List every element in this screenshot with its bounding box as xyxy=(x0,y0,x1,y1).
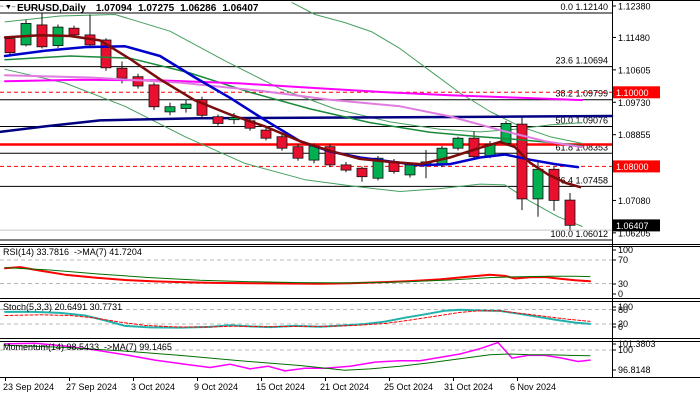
candle[interactable] xyxy=(564,199,576,226)
price-tick-label[interactable]: 1.09730 xyxy=(618,98,651,108)
ohlc-low-value: 1.06286 xyxy=(180,2,217,14)
rsi-ma-line xyxy=(4,267,591,284)
candle[interactable] xyxy=(324,146,336,166)
ma-maroon xyxy=(3,33,582,189)
price-badge xyxy=(613,86,660,99)
date-label[interactable]: 25 Oct 2024 xyxy=(384,382,433,392)
indicator-axis-label: 30 xyxy=(618,279,628,289)
date-label[interactable]: 15 Oct 2024 xyxy=(256,382,305,392)
indicator-axis-label: 101.3803 xyxy=(618,339,656,349)
candle[interactable] xyxy=(148,84,160,108)
price-badge xyxy=(613,160,660,173)
indicator-axis-label: 100 xyxy=(618,345,633,355)
ma-violet xyxy=(4,74,583,149)
date-label[interactable]: 27 Sep 2024 xyxy=(66,382,117,392)
momentum-indicator-label: Momentum(14) 98.5433 ->MA(7) 99.1465 xyxy=(3,342,172,352)
price-tick-label[interactable]: 1.10605 xyxy=(618,65,651,75)
candle[interactable] xyxy=(292,146,304,159)
band-upper xyxy=(4,14,583,133)
price-tick-label[interactable]: 1.08855 xyxy=(618,130,651,140)
indicator-axis-label: 0 xyxy=(618,289,623,299)
indicator-axis-label: 20 xyxy=(618,319,628,329)
date-label[interactable]: 31 Oct 2024 xyxy=(444,382,493,392)
chart-header: ▼ EURUSD,Daily 1.07094 1.07275 1.06286 1… xyxy=(5,2,264,14)
price-badge xyxy=(613,219,660,232)
band-left-dashed xyxy=(0,5,49,10)
indicator-axis-label: 80 xyxy=(618,305,628,315)
ma-200 xyxy=(0,114,614,134)
candle[interactable] xyxy=(548,168,560,201)
rsi-line xyxy=(4,266,591,285)
candle[interactable] xyxy=(116,67,128,79)
band-upper-outer xyxy=(291,2,583,144)
candle[interactable] xyxy=(276,136,288,149)
price-tick-label[interactable]: 1.12380 xyxy=(618,2,651,12)
candle[interactable] xyxy=(212,116,224,124)
price-badge-label: 1.10000 xyxy=(616,88,649,98)
ma-magenta xyxy=(4,78,583,102)
stoch-main-line xyxy=(4,308,591,329)
rsi-indicator-label: RSI(14) 33.7816 ->MA(7) 41.7204 xyxy=(3,247,142,257)
candle[interactable] xyxy=(196,99,208,116)
fib-label: 50.0 1.09076 xyxy=(555,116,608,126)
fib-label: 100.0 1.06012 xyxy=(550,229,608,239)
price-tick-label[interactable]: 1.07080 xyxy=(618,196,651,206)
ohlc-close-value: 1.06407 xyxy=(222,2,259,14)
ohlc-high-value: 1.07275 xyxy=(138,2,175,14)
indicator-axis-label: 100 xyxy=(618,302,633,312)
candle[interactable] xyxy=(260,129,272,139)
indicator-axis-label: 100 xyxy=(618,245,633,255)
candle[interactable] xyxy=(68,27,80,36)
candle[interactable] xyxy=(340,164,352,171)
fib-label: 23.6 1.10694 xyxy=(555,56,608,66)
candle[interactable] xyxy=(164,106,176,113)
fib-label: 0.0 1.12140 xyxy=(560,2,608,12)
candle[interactable] xyxy=(436,147,448,166)
candle[interactable] xyxy=(532,168,544,200)
candle[interactable] xyxy=(20,22,32,46)
stoch-signal-line xyxy=(4,310,591,328)
collapse-triangle-icon[interactable]: ▼ xyxy=(5,4,12,11)
indicator-axis-label: 70 xyxy=(618,255,628,265)
candle[interactable] xyxy=(100,39,112,69)
price-badge-label: 1.08000 xyxy=(616,162,649,172)
indicator-axis-label: 0 xyxy=(618,322,623,332)
symbol-timeframe-label: EURUSD,Daily xyxy=(16,2,86,14)
stoch-indicator-label: Stoch(5,3,3) 20.6491 30.7731 xyxy=(3,302,123,312)
date-label[interactable]: 9 Oct 2024 xyxy=(194,382,238,392)
candle[interactable] xyxy=(4,38,16,54)
indicator-axis-label: 96.8148 xyxy=(618,365,651,375)
candle[interactable] xyxy=(180,103,192,109)
fib-label: 76.4 1.07458 xyxy=(555,175,608,185)
ma-green xyxy=(4,55,583,147)
price-badge-label: 1.06407 xyxy=(616,221,649,231)
candle[interactable] xyxy=(356,167,368,178)
price-tick-label[interactable]: 1.06205 xyxy=(618,228,651,238)
candle[interactable] xyxy=(452,137,464,149)
price-tick-label[interactable]: 1.11480 xyxy=(618,33,650,43)
date-label[interactable]: 21 Oct 2024 xyxy=(320,382,369,392)
candle[interactable] xyxy=(516,123,528,200)
date-label[interactable]: 3 Oct 2024 xyxy=(131,382,175,392)
date-label[interactable]: 23 Sep 2024 xyxy=(3,382,54,392)
momentum-ma-line xyxy=(4,344,591,371)
candle[interactable] xyxy=(404,164,416,176)
candle[interactable] xyxy=(372,157,384,179)
ohlc-open-value: 1.07094 xyxy=(95,2,132,14)
date-label[interactable]: 6 Nov 2024 xyxy=(510,382,556,392)
momentum-line xyxy=(4,341,591,372)
fib-label: 38.2 1.09799 xyxy=(555,89,608,99)
